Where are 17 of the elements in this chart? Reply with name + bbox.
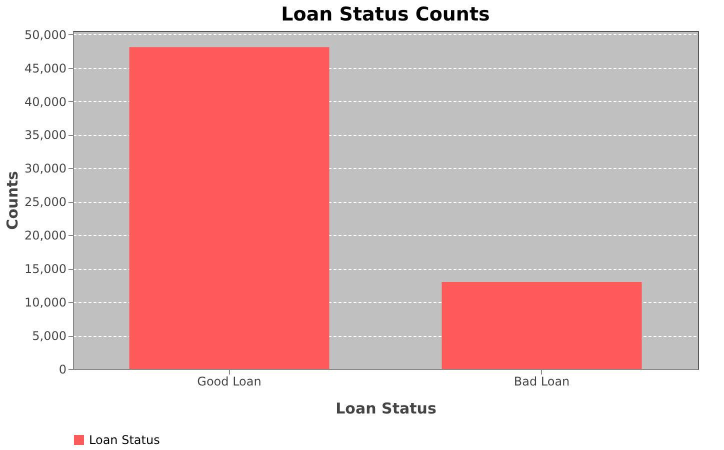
x-tick-label: Good Loan bbox=[197, 374, 262, 388]
y-tick-label: 15,000 bbox=[24, 262, 66, 276]
legend-label: Loan Status bbox=[89, 433, 160, 447]
y-tick-label: 20,000 bbox=[24, 228, 66, 243]
x-tick-label: Bad Loan bbox=[514, 374, 570, 388]
chart-title: Loan Status Counts bbox=[281, 3, 490, 26]
y-tick-label: 40,000 bbox=[24, 94, 66, 109]
y-tick-label: 30,000 bbox=[24, 162, 66, 176]
y-tick-label: 0 bbox=[58, 362, 66, 376]
y-tick-label: 5,000 bbox=[32, 329, 66, 344]
y-tick-label: 45,000 bbox=[24, 61, 66, 76]
y-axis-title: Counts bbox=[4, 171, 22, 230]
y-tick-label: 25,000 bbox=[24, 195, 66, 210]
x-axis-title: Loan Status bbox=[336, 400, 436, 418]
y-tick-label: 50,000 bbox=[24, 28, 66, 42]
y-tick-label: 35,000 bbox=[24, 128, 66, 142]
y-tick-label: 10,000 bbox=[24, 296, 66, 310]
